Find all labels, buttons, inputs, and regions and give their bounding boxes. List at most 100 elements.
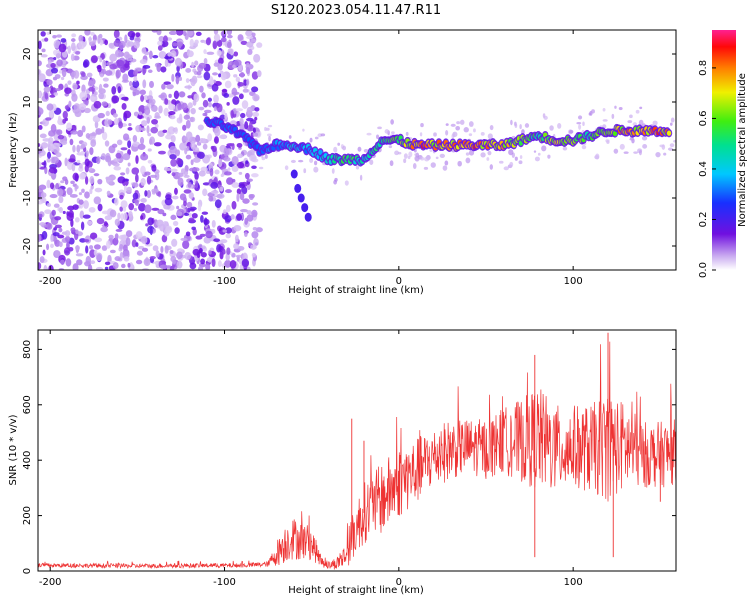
noise-blob (131, 167, 140, 175)
noise-blob (194, 39, 199, 45)
noise-blob (132, 134, 138, 143)
snr-ticks: -200 -100 0 100 0 200 400 600 800 (22, 330, 676, 588)
noise-blob (49, 94, 56, 98)
noise-blob (254, 107, 260, 112)
noise-blob (87, 264, 93, 270)
noise-blob (101, 245, 108, 251)
noise-blob (127, 41, 135, 47)
noise-blob (137, 143, 146, 151)
noise-blob (46, 179, 51, 189)
noise-blob (200, 251, 207, 258)
noise-blob (179, 142, 187, 151)
noise-blob (185, 68, 192, 73)
noise-blob (53, 92, 59, 96)
noise-blob (195, 180, 199, 189)
noise-blob (71, 71, 75, 80)
noise-blob (118, 234, 127, 241)
noise-blob (241, 100, 249, 109)
snr-xtick-label: -200 (39, 577, 62, 588)
noise-blob (234, 234, 239, 243)
noise-blob (109, 249, 116, 254)
noise-blob (70, 180, 75, 185)
noise-blob (244, 121, 249, 130)
halo-blob (420, 156, 425, 161)
halo-blob (403, 153, 408, 159)
noise-blob (183, 200, 187, 207)
noise-blob (185, 131, 193, 141)
noise-blob (252, 132, 259, 137)
noise-blob (221, 109, 226, 115)
noise-blob (89, 166, 93, 171)
noise-blob (159, 223, 166, 232)
noise-blob (217, 57, 224, 65)
noise-blob (244, 172, 250, 180)
noise-blob (171, 195, 179, 200)
noise-blob (231, 155, 239, 165)
noise-blob (156, 63, 162, 73)
noise-blob (167, 52, 172, 57)
halo-blob (557, 123, 562, 129)
halo-blob (384, 129, 390, 134)
noise-blob (236, 142, 243, 148)
noise-blob (93, 100, 102, 109)
noise-blob (57, 115, 62, 122)
noise-blob (240, 209, 248, 213)
noise-blob (201, 245, 206, 250)
halo-blob (510, 119, 513, 126)
noise-blob (169, 153, 177, 160)
noise-blob (186, 146, 190, 152)
halo-blob (638, 119, 644, 126)
noise-blob (51, 209, 56, 216)
noise-blob (54, 239, 61, 247)
noise-blob (154, 123, 159, 129)
noise-blob (158, 150, 166, 155)
noise-blob (160, 66, 167, 73)
halo-blob (489, 164, 493, 170)
halo-blob (613, 148, 619, 154)
halo-blob (391, 131, 395, 135)
noise-blob (90, 139, 97, 148)
noise-blob (120, 147, 128, 151)
noise-blob (77, 129, 84, 138)
noise-blob (109, 209, 117, 218)
noise-blob (127, 140, 132, 149)
halo-blob (519, 155, 523, 159)
noise-blob (104, 261, 111, 266)
noise-blob (240, 40, 248, 46)
noise-blob (60, 259, 65, 265)
noise-blob (241, 258, 250, 268)
halo-blob (388, 145, 393, 149)
noise-blob (106, 240, 111, 249)
noise-blob (69, 138, 74, 146)
noise-blob (252, 227, 258, 231)
noise-blob (169, 250, 174, 254)
noise-blob (256, 42, 263, 48)
noise-blob (54, 224, 62, 229)
noise-blob (196, 71, 202, 76)
noise-blob (223, 93, 230, 98)
noise-blob (64, 157, 68, 167)
noise-blob (90, 55, 98, 64)
halo-blob (423, 166, 429, 170)
branch-point (294, 183, 302, 193)
halo-blob (655, 151, 661, 158)
colorbar: 0.0 0.2 0.4 0.6 0.8 Normalized spectral ampl… (698, 30, 748, 278)
halo-blob (331, 168, 335, 174)
noise-blob (189, 167, 197, 172)
noise-blob (222, 209, 227, 215)
noise-blob (128, 123, 132, 127)
noise-blob (224, 80, 232, 89)
noise-blob (202, 182, 211, 186)
halo-blob (298, 159, 304, 163)
noise-blob (243, 231, 248, 237)
noise-blob (226, 34, 233, 39)
noise-blob (142, 79, 147, 89)
noise-blob (58, 241, 63, 248)
noise-blob (225, 189, 232, 194)
halo-blob (456, 121, 460, 125)
halo-blob (445, 123, 449, 126)
noise-blob (101, 131, 108, 141)
noise-blob (213, 33, 221, 42)
noise-blob (249, 154, 257, 162)
colorbar-ticks: 0.0 0.2 0.4 0.6 0.8 (698, 60, 716, 278)
